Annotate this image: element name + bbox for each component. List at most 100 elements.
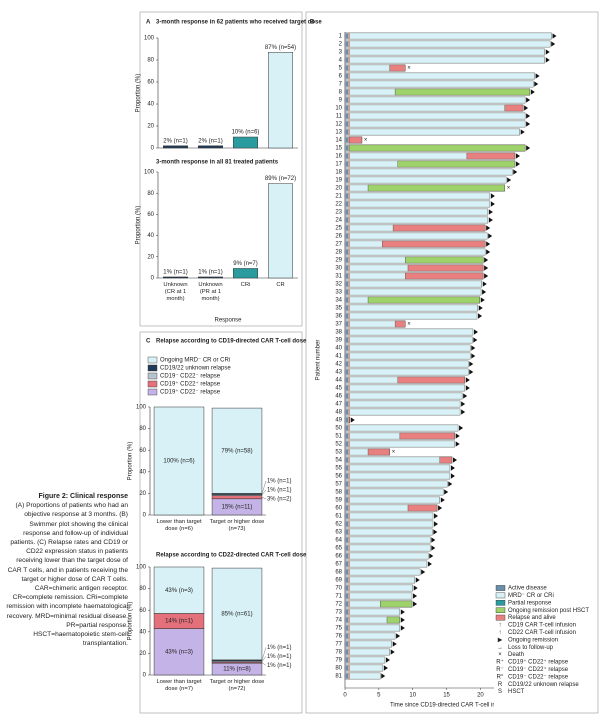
active-disease-mark xyxy=(345,185,348,191)
swim-bar xyxy=(344,576,415,584)
patient-label: 57 xyxy=(335,482,342,488)
active-disease-mark xyxy=(345,513,348,519)
ongoing-arrow xyxy=(552,33,557,39)
event-segment xyxy=(389,64,406,72)
panel-letter: A xyxy=(146,20,151,26)
ongoing-arrow xyxy=(488,233,493,239)
active-disease-mark xyxy=(345,329,348,335)
legend-label: Relapse and alive xyxy=(508,615,556,621)
ongoing-arrow xyxy=(400,617,405,623)
legend-label: Active disease xyxy=(508,586,547,592)
y-axis-label: Proportion (%) xyxy=(128,442,134,481)
patient-label: 61 xyxy=(335,514,342,520)
legend-swatch xyxy=(147,372,158,380)
swim-bar xyxy=(344,72,535,80)
active-disease-mark xyxy=(345,409,348,415)
x-tick-label: Lower than target dose (n=6) xyxy=(156,519,202,532)
patient-label: 38 xyxy=(335,330,342,336)
patient-label: 7 xyxy=(339,82,343,88)
ongoing-arrow xyxy=(385,657,390,663)
legend-label: MRD⁻ CR or CRi xyxy=(508,593,554,599)
swim-bar xyxy=(344,472,451,480)
ongoing-arrow xyxy=(448,481,453,487)
legend-symbol: R⁻ xyxy=(496,667,504,673)
event-segment xyxy=(407,504,438,512)
bar xyxy=(198,276,223,279)
swim-bar xyxy=(344,464,451,472)
bar-segment xyxy=(153,628,205,676)
bar-segment xyxy=(211,495,263,500)
active-disease-mark xyxy=(345,257,348,263)
active-disease-mark xyxy=(345,385,348,391)
legend-swatch xyxy=(147,356,158,364)
event-segment xyxy=(439,456,453,464)
label-leader xyxy=(261,647,267,661)
active-disease-mark xyxy=(345,497,348,503)
active-disease-mark xyxy=(345,401,348,407)
active-disease-mark xyxy=(345,337,348,343)
ongoing-arrow xyxy=(434,521,439,527)
swim-bar xyxy=(344,104,524,112)
ongoing-arrow xyxy=(490,193,495,199)
patient-label: 35 xyxy=(335,306,342,312)
ongoing-arrow xyxy=(381,673,386,679)
legend-swatch xyxy=(495,585,506,591)
active-disease-mark xyxy=(345,665,348,671)
swim-bar xyxy=(344,528,433,536)
legend-symbol: R° xyxy=(497,674,504,680)
value-label: 9% (n=7) xyxy=(233,261,258,267)
ongoing-arrow xyxy=(473,337,478,343)
active-disease-mark xyxy=(345,225,348,231)
caption: Figure 2: Clinical response (A) Proportio… xyxy=(2,492,128,648)
active-disease-mark xyxy=(345,321,348,327)
legend-swatch xyxy=(147,364,158,372)
bar xyxy=(268,52,293,149)
ongoing-arrow xyxy=(455,433,460,439)
y-tick-label: 0 xyxy=(151,276,155,282)
legend-symbol: R⁺ xyxy=(496,659,504,666)
y-tick-label: 100 xyxy=(144,170,155,176)
swim-bar xyxy=(344,216,489,224)
y-tick-label: 40 xyxy=(147,233,154,239)
legend-symbol: × xyxy=(498,652,502,658)
y-tick-label: 100 xyxy=(144,36,155,42)
legend-label: CD19⁺ CD22⁺ relapse xyxy=(160,381,221,388)
active-disease-mark xyxy=(345,137,348,143)
active-disease-mark xyxy=(345,65,348,71)
swim-bar xyxy=(344,288,482,296)
active-disease-mark xyxy=(345,377,348,383)
patient-label: 39 xyxy=(335,338,342,344)
ongoing-arrow xyxy=(390,649,395,655)
active-disease-mark xyxy=(345,281,348,287)
ongoing-arrow xyxy=(413,593,418,599)
ongoing-arrow xyxy=(392,641,397,647)
bar xyxy=(198,145,223,149)
ongoing-arrow xyxy=(486,249,491,255)
patient-label: 18 xyxy=(335,170,342,176)
event-segment xyxy=(367,184,506,192)
y-tick-label: 100 xyxy=(136,565,147,571)
value-label: 89% (n=72) xyxy=(265,176,296,182)
event-segment xyxy=(405,256,484,264)
caption-title: Figure 2: Clinical response xyxy=(38,493,128,500)
swim-bar xyxy=(344,584,413,592)
y-tick-label: 40 xyxy=(139,629,146,635)
swim-bar xyxy=(344,488,444,496)
legend-label: CD19⁻ CD22⁻ relapse xyxy=(160,374,221,380)
patient-label: 80 xyxy=(335,666,342,672)
active-disease-mark xyxy=(345,489,348,495)
ongoing-arrow xyxy=(484,257,489,263)
legend-label: CD19⁺ CD22⁺ relapse xyxy=(508,659,569,666)
patient-label: 9 xyxy=(339,98,343,104)
swim-bar xyxy=(344,440,455,448)
y-tick-label: 20 xyxy=(139,491,146,497)
patient-label: 67 xyxy=(335,562,342,568)
swim-bar xyxy=(344,312,478,320)
swim-bar xyxy=(344,480,448,488)
swim-bar xyxy=(344,128,520,136)
legend-label: CD19/22 unknown relapse xyxy=(160,366,231,372)
swim-bar xyxy=(344,48,545,56)
ongoing-arrow xyxy=(490,201,495,207)
patient-label: 47 xyxy=(335,402,342,408)
y-tick-label: 40 xyxy=(147,102,154,108)
